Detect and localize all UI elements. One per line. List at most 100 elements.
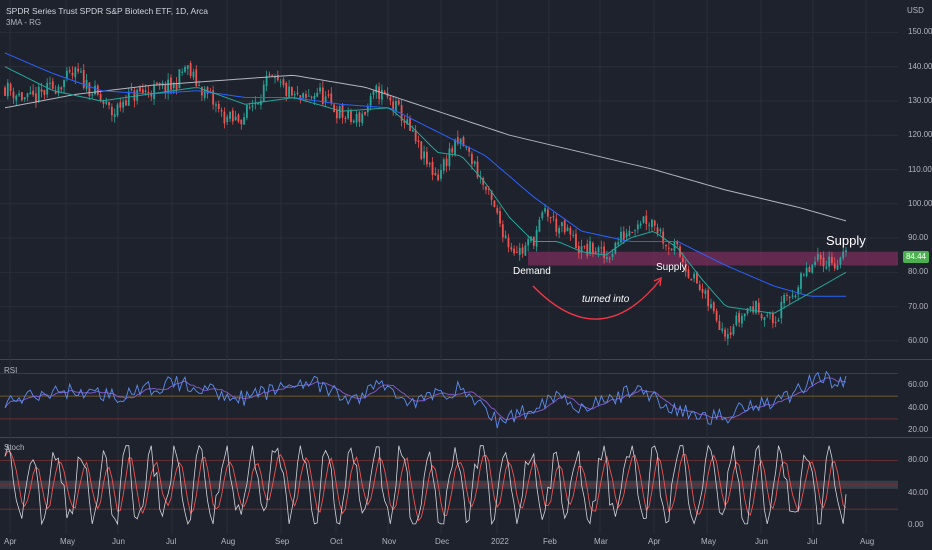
- candle-body: [155, 82, 158, 85]
- candle-body: [127, 91, 130, 106]
- candle-body: [119, 102, 122, 108]
- candle-body: [184, 66, 186, 72]
- candle-body: [794, 295, 797, 298]
- candle-body: [788, 296, 791, 298]
- rsi-tick-label: 40.00: [908, 402, 929, 412]
- candle-body: [766, 314, 769, 316]
- candle-body: [141, 89, 144, 94]
- candle-body: [428, 163, 431, 165]
- candle-body: [215, 104, 217, 106]
- candle-body: [77, 68, 80, 72]
- candle-body: [26, 93, 29, 98]
- candle-body: [442, 159, 445, 171]
- x-tick-label: Jul: [166, 537, 177, 546]
- candle-body: [696, 271, 698, 284]
- x-tick-label: Feb: [543, 537, 557, 546]
- candle-body: [777, 320, 780, 322]
- candle-body: [507, 237, 510, 248]
- candle-body: [738, 313, 741, 323]
- candle-body: [831, 256, 833, 264]
- candle-body: [175, 83, 178, 90]
- candle-body: [462, 137, 465, 147]
- candle-body: [378, 86, 380, 99]
- arrow-head: [653, 276, 662, 287]
- candle-body: [814, 261, 816, 265]
- candle-body: [327, 94, 330, 96]
- candle-body: [110, 106, 113, 116]
- candle-body: [217, 103, 220, 110]
- candle-body: [305, 94, 307, 98]
- y-tick-label: 110.00: [908, 164, 932, 174]
- candle-body: [139, 87, 141, 92]
- rsi-pane-label: RSI: [4, 366, 18, 375]
- candle-body: [12, 91, 15, 99]
- candle-body: [845, 250, 847, 253]
- candle-body: [473, 161, 476, 164]
- candle-body: [760, 314, 763, 319]
- candle-body: [23, 97, 26, 100]
- candle-body: [203, 89, 206, 98]
- candle-body: [330, 93, 333, 104]
- candle-body: [231, 110, 234, 122]
- candle-body: [178, 69, 181, 89]
- candle-body: [746, 308, 749, 314]
- candle-body: [423, 151, 425, 159]
- candle-body: [448, 148, 451, 167]
- candle-body: [257, 102, 260, 105]
- candle-body: [684, 264, 687, 272]
- candle-body: [786, 294, 788, 296]
- rsi-tick-label: 20.00: [908, 425, 929, 435]
- rsi-pane: [0, 370, 898, 429]
- candle-body: [608, 258, 611, 260]
- moving-averages: [4, 52, 847, 314]
- ma-slow-line: [4, 74, 847, 222]
- candle-body: [369, 96, 372, 106]
- candle-body: [485, 186, 487, 190]
- candle-body: [555, 218, 558, 232]
- stoch-tick-label: 0.00: [908, 520, 924, 530]
- candle-body: [181, 71, 184, 73]
- candle-body: [693, 273, 696, 279]
- candle-body: [226, 116, 229, 122]
- candle-body: [524, 245, 527, 256]
- candle-body: [355, 113, 358, 123]
- candle-body: [620, 231, 622, 243]
- candle-body: [822, 257, 825, 267]
- candle-body: [414, 130, 417, 142]
- candle-body: [445, 158, 448, 166]
- candle-body: [409, 118, 411, 131]
- candle-body: [344, 117, 347, 119]
- candle-body: [707, 290, 710, 307]
- candle-body: [516, 251, 518, 253]
- candle-body: [125, 100, 127, 106]
- candle-body: [49, 82, 51, 84]
- candle-body: [797, 287, 800, 295]
- candle-body: [783, 295, 786, 304]
- candle-body: [549, 217, 552, 219]
- candle-body: [172, 82, 175, 89]
- candle-body: [676, 241, 679, 245]
- candle-body: [471, 153, 473, 165]
- candle-body: [538, 219, 541, 232]
- candle-body: [403, 120, 406, 123]
- candle-body: [628, 230, 631, 237]
- candle-body: [80, 71, 82, 73]
- candle-body: [51, 81, 54, 89]
- candle-body: [319, 87, 321, 92]
- candle-body: [569, 227, 572, 235]
- candle-body: [704, 290, 707, 295]
- candle-body: [594, 251, 597, 253]
- candle-body: [260, 100, 262, 105]
- candle-body: [828, 256, 831, 267]
- candle-body: [724, 329, 726, 337]
- candle-body: [245, 105, 248, 118]
- candle-body: [381, 89, 383, 100]
- candle-body: [290, 87, 293, 96]
- candle-body: [361, 113, 364, 123]
- candle-body: [389, 97, 392, 101]
- candle-body: [645, 215, 648, 224]
- candle-body: [670, 248, 673, 251]
- candle-body: [721, 328, 724, 331]
- candle-body: [634, 230, 636, 232]
